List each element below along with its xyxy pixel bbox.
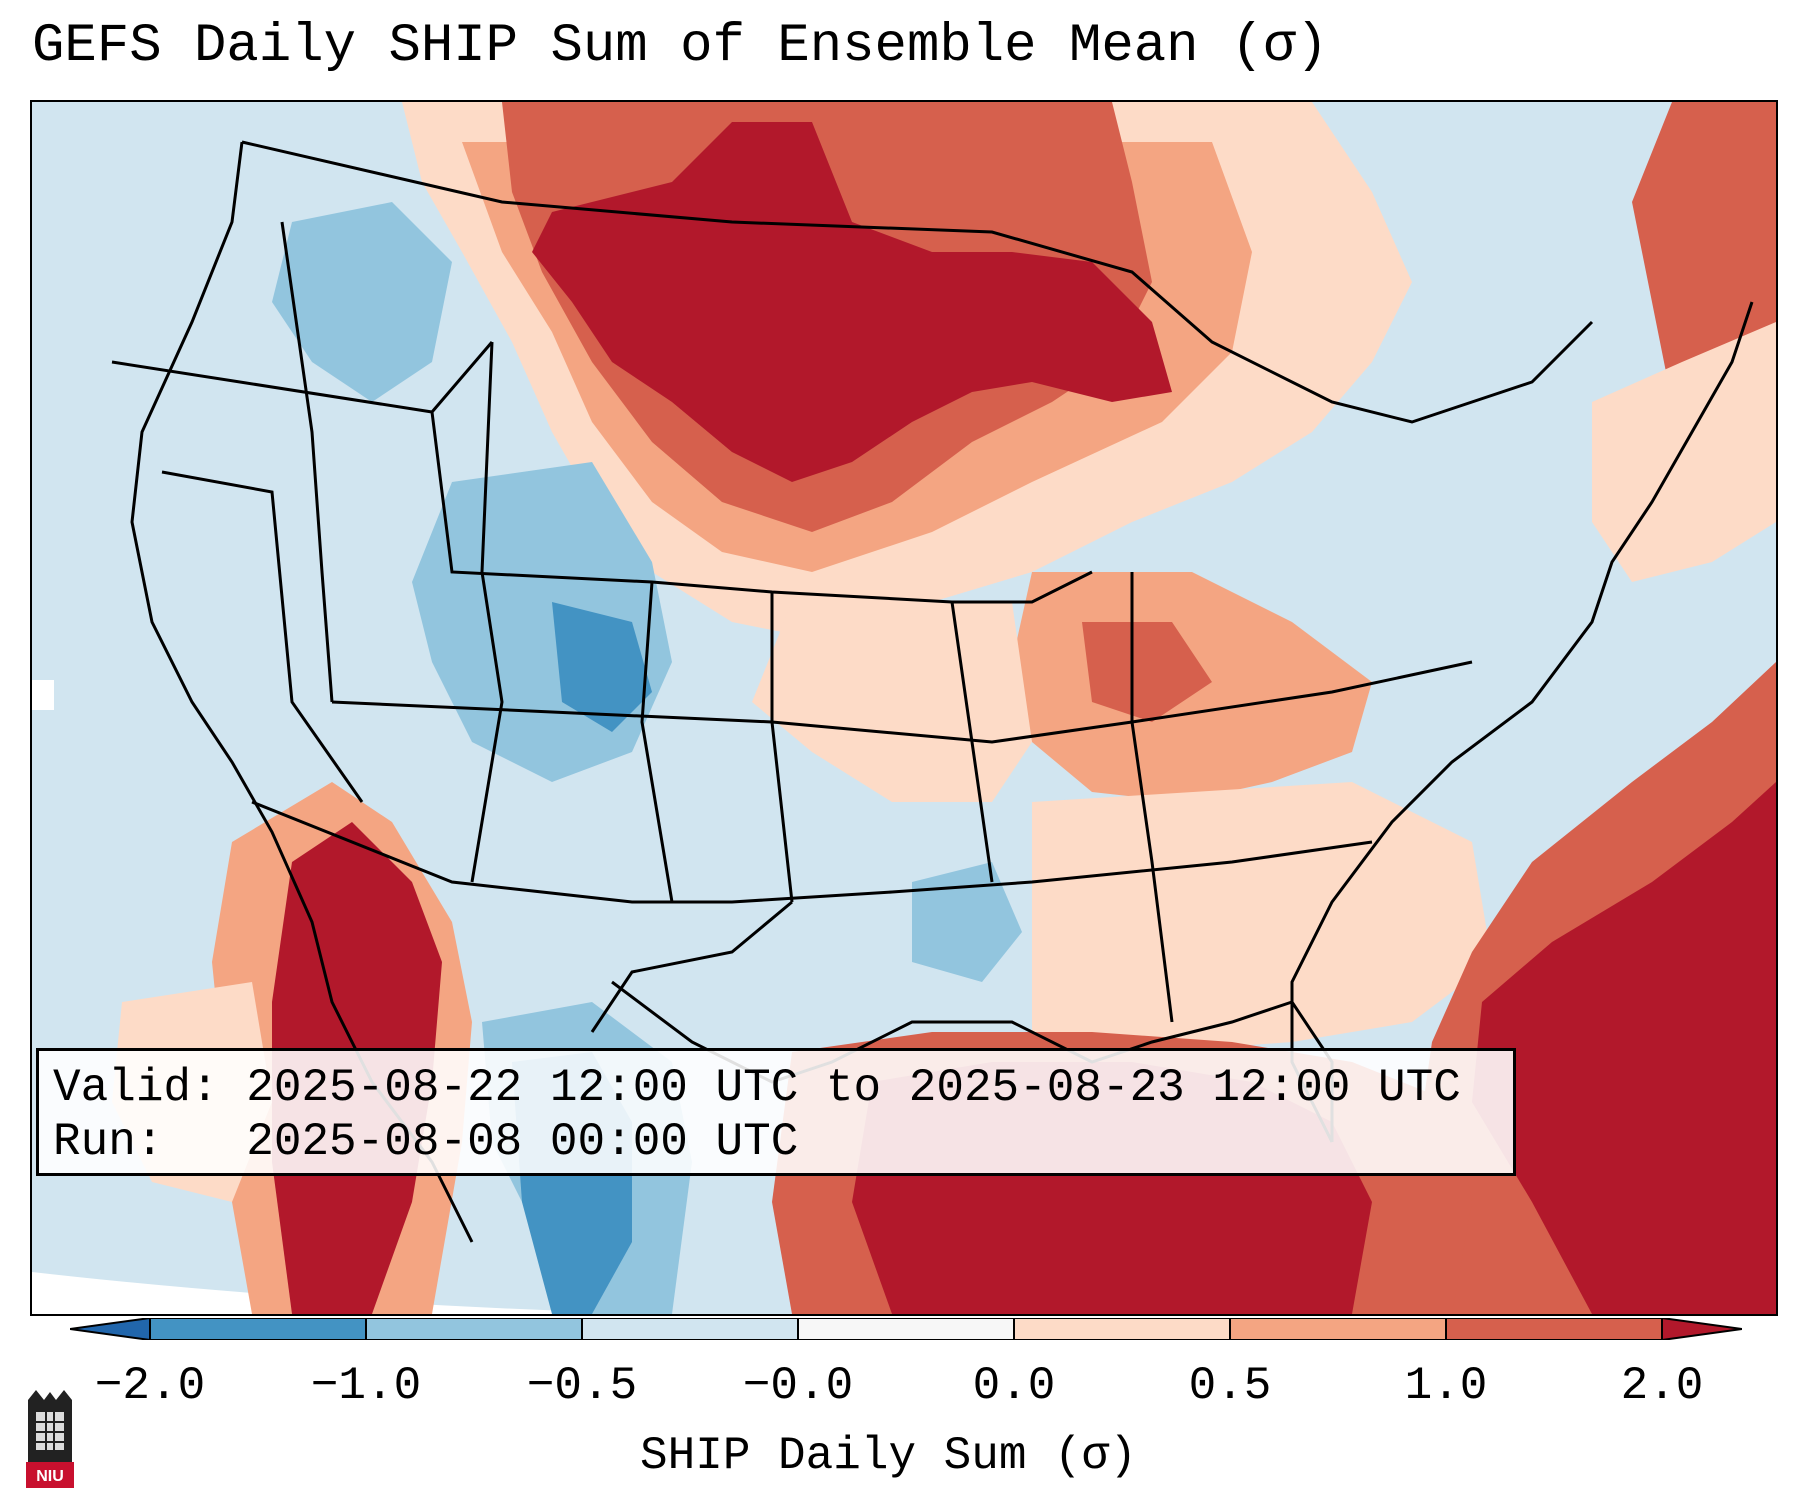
colorbar-bin-1	[150, 1318, 366, 1340]
colorbar-bin-3	[582, 1318, 798, 1340]
colorbar-label: SHIP Daily Sum (σ)	[640, 1430, 1137, 1482]
colorbar-tick: 1.0	[1404, 1360, 1488, 1412]
colorbar-bin-2	[366, 1318, 582, 1340]
state-line-central	[331, 660, 1473, 744]
colorbar-tick: 0.0	[972, 1360, 1056, 1412]
valid-time-text: Valid: 2025-08-22 12:00 UTC to 2025-08-2…	[53, 1062, 1461, 1114]
colorbar-bin-7	[1446, 1318, 1662, 1340]
svg-text:NIU: NIU	[36, 1468, 64, 1485]
run-time-text: Run: 2025-08-08 00:00 UTC	[53, 1116, 799, 1168]
valid-time-box: Valid: 2025-08-22 12:00 UTC to 2025-08-2…	[36, 1048, 1516, 1176]
atlantic-coastline	[1290, 301, 1754, 1143]
field-cool-northwest	[272, 202, 452, 402]
colorbar-tick: 2.0	[1620, 1360, 1704, 1412]
state-lines-misc	[161, 470, 793, 1033]
field-cool-oklahoma	[912, 862, 1022, 982]
colorbar	[70, 1318, 1742, 1340]
field-hot-north	[532, 122, 1172, 482]
missing-data-cell	[32, 680, 54, 710]
state-line-south	[251, 800, 1373, 904]
colorbar-bin-4	[798, 1318, 1014, 1340]
colorbar-extend-low	[70, 1318, 150, 1340]
field-light-warm-plains	[752, 602, 1032, 802]
us-canada-border	[241, 140, 1594, 424]
state-lines-vertical	[280, 221, 1174, 1023]
colorbar-bin-6	[1230, 1318, 1446, 1340]
colorbar-bin-5	[1014, 1318, 1230, 1340]
colorbar-tick: −2.0	[94, 1360, 206, 1412]
colorbar-tick: 0.5	[1188, 1360, 1272, 1412]
field-light-warm-east	[1592, 322, 1776, 582]
niu-logo: NIU	[26, 1390, 74, 1488]
field-hot-atlantic	[1472, 782, 1776, 1314]
colorbar-tick: −1.0	[310, 1360, 422, 1412]
field-cooler-colorado	[552, 602, 652, 732]
field-light-warm-southeast	[1032, 782, 1492, 1052]
field-warmer-midwest	[1082, 622, 1212, 722]
map-title: GEFS Daily SHIP Sum of Ensemble Mean (σ)	[32, 16, 1329, 77]
colorbar-extend-high	[1662, 1318, 1742, 1340]
boundaries	[111, 140, 1754, 1243]
colorbar-tick: −0.5	[526, 1360, 638, 1412]
colorbar-tick: −0.0	[742, 1360, 854, 1412]
